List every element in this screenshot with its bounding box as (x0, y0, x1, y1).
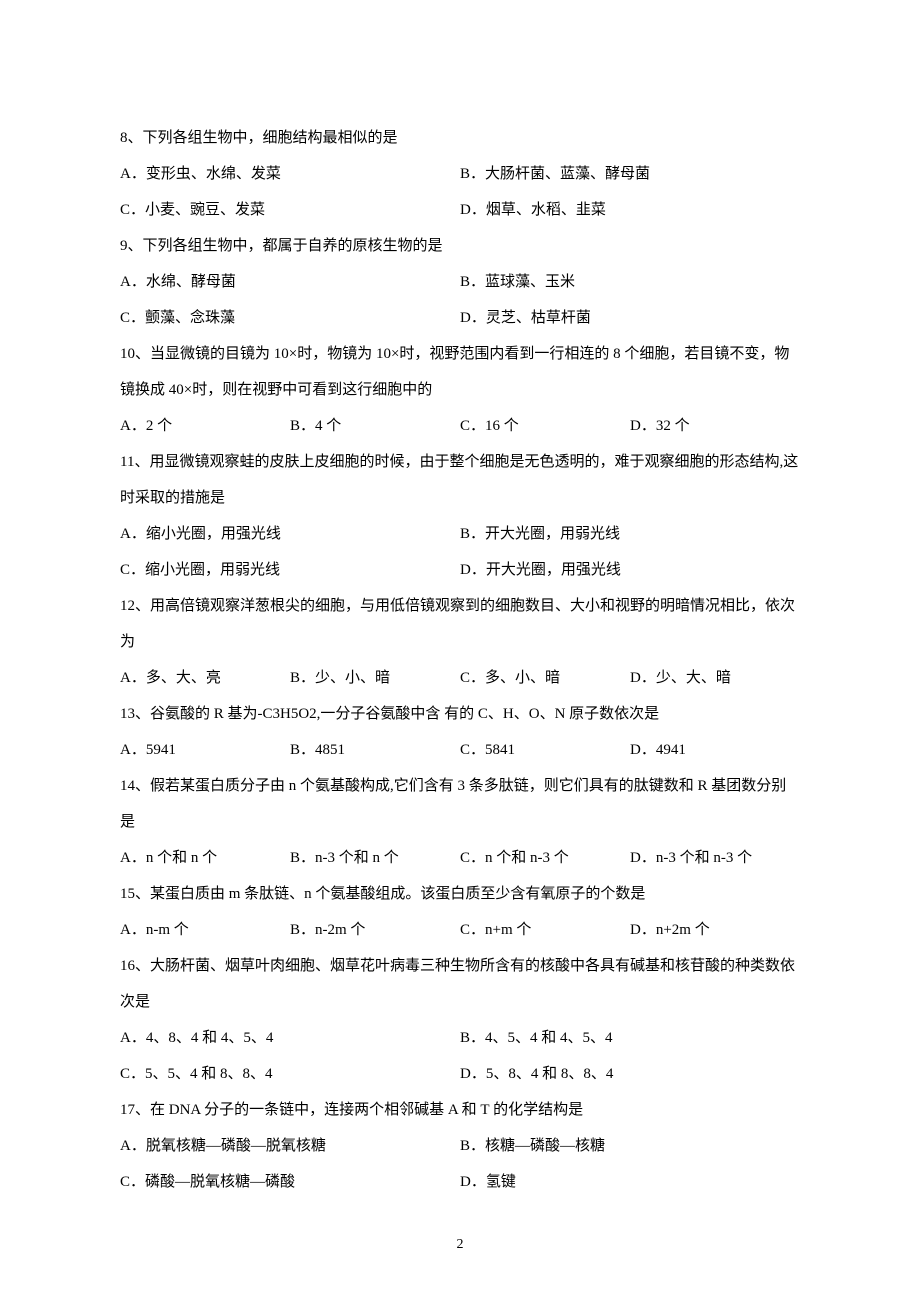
option-b: B．少、小、暗 (290, 660, 460, 696)
option-c: C．5841 (460, 732, 630, 768)
option-d: D．氢键 (460, 1164, 800, 1200)
option-row: A．2 个 B．4 个 C．16 个 D．32 个 (120, 408, 800, 444)
question-stem: 11、用显微镜观察蛙的皮肤上皮细胞的时候，由于整个细胞是无色透明的，难于观察细胞… (120, 444, 800, 516)
option-a: A．n-m 个 (120, 912, 290, 948)
option-b: B．核糖—磷酸—核糖 (460, 1128, 800, 1164)
question-stem: 10、当显微镜的目镜为 10×时，物镜为 10×时，视野范围内看到一行相连的 8… (120, 336, 800, 408)
option-a: A．多、大、亮 (120, 660, 290, 696)
question-stem: 9、下列各组生物中，都属于自养的原核生物的是 (120, 228, 800, 264)
option-row: A．脱氧核糖—磷酸—脱氧核糖 B．核糖—磷酸—核糖 C．磷酸—脱氧核糖—磷酸 D… (120, 1128, 800, 1200)
option-d: D．4941 (630, 732, 800, 768)
option-a: A．4、8、4 和 4、5、4 (120, 1020, 460, 1056)
option-row: A．4、8、4 和 4、5、4 B．4、5、4 和 4、5、4 C．5、5、4 … (120, 1020, 800, 1092)
option-a: A．水绵、酵母菌 (120, 264, 460, 300)
option-b: B．n-3 个和 n 个 (290, 840, 460, 876)
option-row: A．水绵、酵母菌 B．蓝球藻、玉米 C．颤藻、念珠藻 D．灵芝、枯草杆菌 (120, 264, 800, 336)
question-stem: 17、在 DNA 分子的一条链中，连接两个相邻碱基 A 和 T 的化学结构是 (120, 1092, 800, 1128)
option-b: B．4、5、4 和 4、5、4 (460, 1020, 800, 1056)
exam-page: 8、下列各组生物中，细胞结构最相似的是 A．变形虫、水绵、发菜 B．大肠杆菌、蓝… (0, 0, 920, 1302)
option-a: A．2 个 (120, 408, 290, 444)
option-c: C．16 个 (460, 408, 630, 444)
option-c: C．n 个和 n-3 个 (460, 840, 630, 876)
option-row: A．n 个和 n 个 B．n-3 个和 n 个 C．n 个和 n-3 个 D．n… (120, 840, 800, 876)
page-number: 2 (0, 1228, 920, 1262)
option-row: A．多、大、亮 B．少、小、暗 C．多、小、暗 D．少、大、暗 (120, 660, 800, 696)
option-c: C．缩小光圈，用弱光线 (120, 552, 460, 588)
question-stem: 15、某蛋白质由 m 条肽链、n 个氨基酸组成。该蛋白质至少含有氧原子的个数是 (120, 876, 800, 912)
option-b: B．蓝球藻、玉米 (460, 264, 800, 300)
option-a: A．脱氧核糖—磷酸—脱氧核糖 (120, 1128, 460, 1164)
question-stem: 16、大肠杆菌、烟草叶肉细胞、烟草花叶病毒三种生物所含有的核酸中各具有碱基和核苷… (120, 948, 800, 1020)
option-row: A．n-m 个 B．n-2m 个 C．n+m 个 D．n+2m 个 (120, 912, 800, 948)
option-d: D．5、8、4 和 8、8、4 (460, 1056, 800, 1092)
option-d: D．少、大、暗 (630, 660, 800, 696)
option-d: D．n-3 个和 n-3 个 (630, 840, 800, 876)
question-stem: 14、假若某蛋白质分子由 n 个氨基酸构成,它们含有 3 条多肽链，则它们具有的… (120, 768, 800, 840)
option-row: A．变形虫、水绵、发菜 B．大肠杆菌、蓝藻、酵母菌 C．小麦、豌豆、发菜 D．烟… (120, 156, 800, 228)
option-d: D．烟草、水稻、韭菜 (460, 192, 800, 228)
option-c: C．小麦、豌豆、发菜 (120, 192, 460, 228)
option-c: C．n+m 个 (460, 912, 630, 948)
option-b: B．大肠杆菌、蓝藻、酵母菌 (460, 156, 800, 192)
option-b: B．4 个 (290, 408, 460, 444)
option-b: B．开大光圈，用弱光线 (460, 516, 800, 552)
option-c: C．多、小、暗 (460, 660, 630, 696)
option-d: D．开大光圈，用强光线 (460, 552, 800, 588)
option-a: A．缩小光圈，用强光线 (120, 516, 460, 552)
option-c: C．5、5、4 和 8、8、4 (120, 1056, 460, 1092)
question-stem: 12、用高倍镜观察洋葱根尖的细胞，与用低倍镜观察到的细胞数目、大小和视野的明暗情… (120, 588, 800, 660)
option-d: D．32 个 (630, 408, 800, 444)
option-row: A．5941 B．4851 C．5841 D．4941 (120, 732, 800, 768)
option-b: B．4851 (290, 732, 460, 768)
option-d: D．灵芝、枯草杆菌 (460, 300, 800, 336)
question-stem: 8、下列各组生物中，细胞结构最相似的是 (120, 120, 800, 156)
question-stem: 13、谷氨酸的 R 基为-C3H5O2,一分子谷氨酸中含 有的 C、H、O、N … (120, 696, 800, 732)
option-a: A．变形虫、水绵、发菜 (120, 156, 460, 192)
option-a: A．n 个和 n 个 (120, 840, 290, 876)
option-c: C．磷酸—脱氧核糖—磷酸 (120, 1164, 460, 1200)
option-d: D．n+2m 个 (630, 912, 800, 948)
option-b: B．n-2m 个 (290, 912, 460, 948)
option-a: A．5941 (120, 732, 290, 768)
option-row: A．缩小光圈，用强光线 B．开大光圈，用弱光线 C．缩小光圈，用弱光线 D．开大… (120, 516, 800, 588)
option-c: C．颤藻、念珠藻 (120, 300, 460, 336)
